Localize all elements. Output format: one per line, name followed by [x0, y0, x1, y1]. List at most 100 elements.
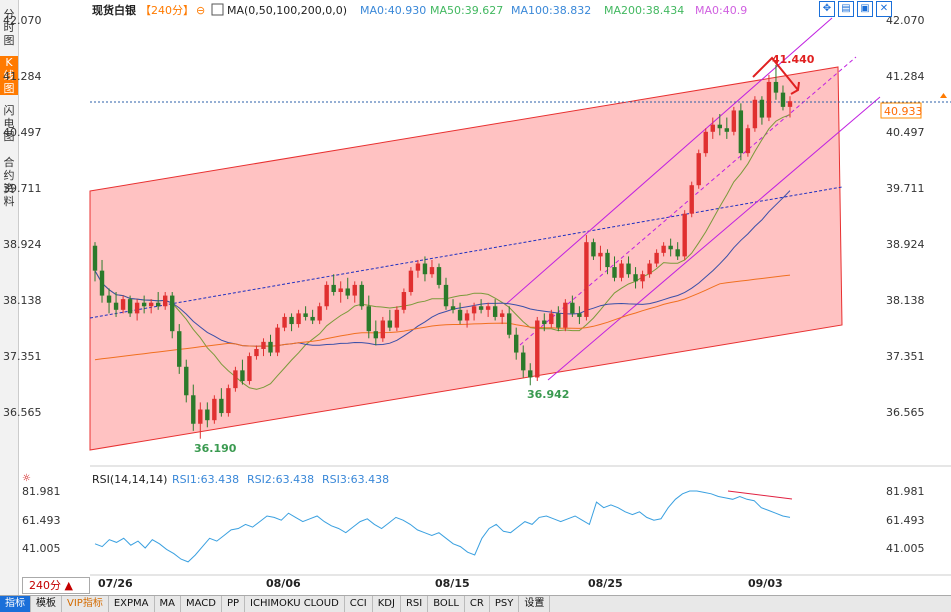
candle-body	[212, 398, 217, 421]
y-tick-left: 38.138	[3, 294, 42, 307]
candle-body	[626, 263, 631, 275]
candle-body	[675, 249, 680, 257]
rsi-tick-left: 81.981	[22, 485, 61, 498]
candle-body	[506, 313, 512, 335]
rsi-settings-icon[interactable]: ☼	[22, 473, 31, 484]
tab-boll[interactable]: BOLL	[428, 596, 465, 612]
rsi-tick-left: 41.005	[22, 542, 61, 555]
candle-body	[324, 284, 329, 307]
tab-rsi[interactable]: RSI	[401, 596, 429, 612]
close-icon[interactable]: ✕	[876, 1, 892, 17]
tab-template[interactable]: 模板	[31, 596, 62, 612]
tab-pp[interactable]: PP	[222, 596, 246, 612]
indicator-edit-icon[interactable]	[211, 3, 224, 16]
y-tick-left: 42.070	[3, 14, 42, 27]
rsi3-value: RSI3:63.438	[322, 473, 389, 486]
candle-body	[584, 242, 589, 317]
tab-cci[interactable]: CCI	[345, 596, 373, 612]
ma100-line	[94, 190, 791, 347]
candle-body	[514, 334, 519, 353]
tab-settings[interactable]: 设置	[519, 596, 551, 612]
rsi-tick-right: 61.493	[886, 514, 925, 527]
y-tick-left: 40.497	[3, 126, 42, 139]
window-icon[interactable]: ▤	[838, 1, 854, 17]
left-tab-bar: 分时图 K线图 闪电图 合约资料	[0, 0, 19, 595]
candlesticks	[92, 64, 793, 439]
candle-body	[773, 81, 779, 93]
tab-ma[interactable]: MA	[155, 596, 181, 612]
tab-expma[interactable]: EXPMA	[109, 596, 155, 612]
price-channel	[89, 66, 843, 451]
candle-body	[647, 263, 652, 275]
channel-midline	[89, 186, 843, 319]
dropdown-up-icon: ▲	[64, 579, 73, 592]
candle-body	[359, 284, 364, 307]
tab-cr[interactable]: CR	[465, 596, 490, 612]
candle-body	[366, 306, 371, 332]
ma100-value: MA100:38.832	[511, 4, 591, 17]
candle-body	[710, 124, 715, 132]
candle-body	[415, 263, 421, 271]
ma-params: MA(0,50,100,200,0,0)	[227, 4, 347, 17]
ma50-value: MA50:39.627	[430, 4, 503, 17]
candle-body	[443, 284, 449, 307]
candle-body	[134, 302, 140, 314]
tab-macd[interactable]: MACD	[181, 596, 222, 612]
date-tick: 07/26	[98, 577, 133, 590]
tab-flash-chart[interactable]: 闪电图	[3, 104, 15, 143]
candle-body	[759, 99, 765, 118]
tab-kdj[interactable]: KDJ	[373, 596, 401, 612]
candle-body	[752, 99, 758, 129]
tab-vip-indicator[interactable]: VIP指标	[62, 596, 109, 612]
y-tick-left: 36.565	[3, 406, 42, 419]
candle-body	[717, 124, 722, 129]
tab-ichimoku[interactable]: ICHIMOKU CLOUD	[245, 596, 345, 612]
candle-body	[661, 245, 666, 253]
candle-body	[542, 320, 547, 325]
tab-psy[interactable]: PSY	[490, 596, 520, 612]
ma200-value: MA200:38.434	[604, 4, 684, 17]
chart-area[interactable]: 42.070 41.284 40.497 39.711 38.924 38.13…	[0, 0, 951, 595]
candle-body	[408, 270, 414, 293]
candle-body	[233, 370, 238, 389]
candle-body	[148, 302, 154, 307]
candle-body	[184, 366, 189, 396]
rsi1-value: RSI1:63.438	[172, 473, 239, 486]
candle-body	[521, 352, 526, 371]
y-tick-right: 42.070	[886, 14, 925, 27]
y-tick-left: 41.284	[3, 70, 42, 83]
ma0b-value: MA0:40.9	[695, 4, 747, 17]
tab-indicator[interactable]: 指标	[0, 596, 31, 612]
candle-body	[303, 313, 308, 317]
price-marker-icon	[940, 93, 947, 98]
candle-body	[198, 409, 203, 424]
candle-body	[127, 299, 133, 314]
candle-body	[141, 302, 147, 307]
candle-body	[331, 284, 336, 293]
candle-body	[668, 245, 673, 250]
candle-body	[380, 320, 386, 339]
y-tick-right: 40.497	[886, 126, 925, 139]
restore-icon[interactable]: ▣	[857, 1, 873, 17]
date-tick: 08/15	[435, 577, 470, 590]
candle-body	[317, 306, 322, 321]
date-tick: 09/03	[748, 577, 783, 590]
current-price-label: 40.933	[884, 105, 923, 118]
tab-k-line[interactable]: K线图	[0, 56, 18, 95]
tab-time-chart[interactable]: 分时图	[3, 8, 15, 47]
candle-body	[191, 395, 196, 424]
candle-body	[99, 270, 105, 296]
y-tick-left: 39.711	[3, 182, 42, 195]
trend-arrow	[752, 56, 799, 91]
candle-body	[205, 409, 210, 421]
candle-body	[598, 252, 603, 257]
expand-icon[interactable]: ✥	[819, 1, 835, 17]
candle-body	[219, 398, 224, 414]
high-label: 41.440	[772, 53, 815, 66]
candle-body	[471, 306, 477, 314]
settings-circle-icon[interactable]: ⊖	[196, 4, 205, 17]
candle-body	[226, 388, 231, 414]
candle-body	[373, 331, 379, 339]
tab-contract-info[interactable]: 合约资料	[3, 156, 15, 208]
period-selector[interactable]: 240分 ▲	[22, 577, 90, 594]
